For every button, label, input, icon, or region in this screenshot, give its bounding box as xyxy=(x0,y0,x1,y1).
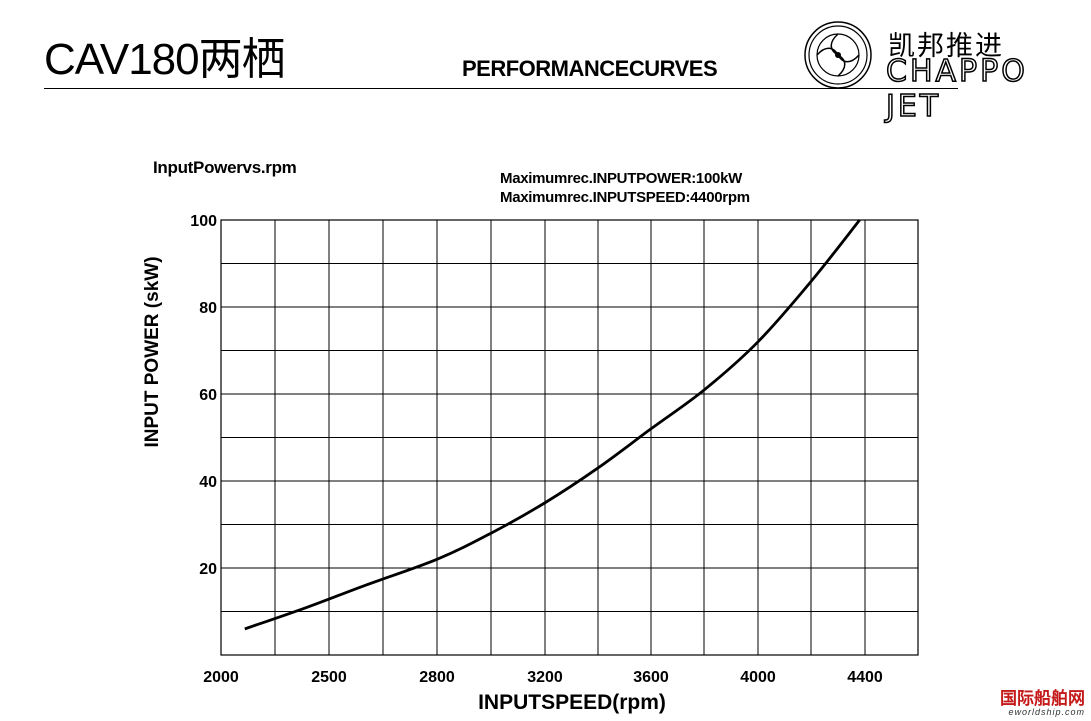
y-axis-label: INPUT POWER (skW) xyxy=(142,256,163,447)
brand-name-chinese: 凯邦推进 xyxy=(888,31,1004,62)
chart-title: InputPowervs.rpm xyxy=(153,158,297,177)
model-title: CAV180两栖 xyxy=(44,35,286,84)
y-tick-label: 60 xyxy=(199,387,217,404)
y-tick-label: 40 xyxy=(199,474,217,491)
watermark-main: 国际船舶网 xyxy=(1000,689,1085,709)
y-tick-label: 20 xyxy=(199,561,217,578)
power-curve-line xyxy=(244,219,861,631)
plot-frame xyxy=(220,219,919,656)
watermark: 国际船舶网 eworldship.com xyxy=(1000,691,1085,717)
max-input-power-note: Maximumrec.INPUTPOWER:100kW xyxy=(500,170,742,187)
y-tick-label: 100 xyxy=(190,213,217,230)
x-tick-label: 4000 xyxy=(740,669,776,686)
x-tick-label: 3200 xyxy=(527,669,563,686)
x-axis-label: INPUTSPEED(rpm) xyxy=(478,691,666,714)
y-tick-label: 80 xyxy=(199,300,217,317)
x-tick-label: 2000 xyxy=(203,669,239,686)
watermark-sub: eworldship.com xyxy=(1008,707,1085,717)
x-tick-label: 2500 xyxy=(311,669,347,686)
x-tick-label: 3600 xyxy=(633,669,669,686)
x-tick-label: 2800 xyxy=(419,669,455,686)
document-heading: PERFORMANCECURVES xyxy=(462,56,718,81)
brand-name-english: CHAPPO JET xyxy=(885,53,1028,125)
x-tick-label: 4400 xyxy=(847,669,883,686)
max-input-speed-note: Maximumrec.INPUTSPEED:4400rpm xyxy=(500,189,750,206)
header-divider xyxy=(44,88,958,89)
chappo-jet-logo xyxy=(804,21,872,89)
